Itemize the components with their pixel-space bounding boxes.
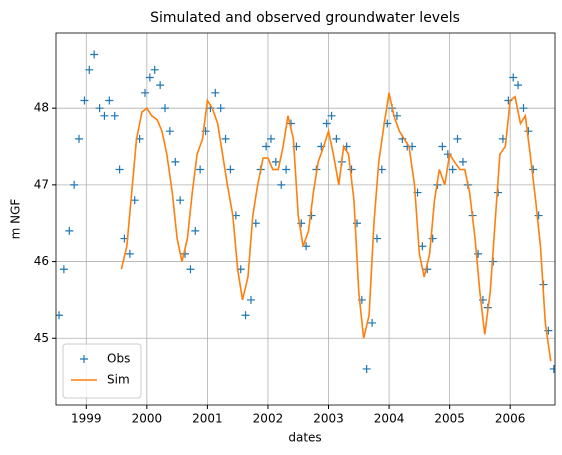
obs-marker bbox=[418, 242, 427, 251]
y-tick-label: 48 bbox=[34, 101, 49, 115]
obs-marker bbox=[171, 157, 180, 166]
x-tick-label: 2005 bbox=[434, 412, 465, 426]
x-tick-label: 2001 bbox=[192, 412, 223, 426]
obs-marker bbox=[266, 134, 275, 143]
obs-marker bbox=[226, 165, 235, 174]
obs-marker bbox=[95, 104, 104, 113]
obs-marker bbox=[438, 142, 447, 151]
obs-marker bbox=[156, 81, 165, 90]
y-tick-label: 46 bbox=[34, 254, 49, 268]
obs-marker bbox=[211, 88, 220, 97]
obs-marker bbox=[529, 165, 538, 174]
obs-marker bbox=[191, 226, 200, 235]
plot-area bbox=[56, 50, 555, 373]
obs-marker bbox=[514, 81, 523, 90]
x-tick-label: 2003 bbox=[313, 412, 344, 426]
obs-marker bbox=[145, 73, 154, 82]
obs-marker bbox=[277, 180, 286, 189]
obs-marker bbox=[115, 165, 124, 174]
obs-marker bbox=[519, 104, 528, 113]
x-axis-label: dates bbox=[288, 431, 321, 445]
obs-marker bbox=[186, 265, 195, 274]
obs-marker bbox=[474, 249, 483, 258]
obs-marker bbox=[428, 234, 437, 243]
obs-marker bbox=[221, 134, 230, 143]
x-tick-label: 2002 bbox=[253, 412, 284, 426]
obs-marker bbox=[368, 318, 377, 327]
y-tick-label: 47 bbox=[34, 177, 49, 191]
obs-marker bbox=[322, 119, 331, 128]
obs-marker bbox=[362, 364, 371, 373]
axes-frame bbox=[55, 32, 556, 406]
legend-marker bbox=[80, 355, 88, 363]
obs-marker bbox=[448, 165, 457, 174]
obs-marker bbox=[327, 111, 336, 120]
sim-line bbox=[120, 92, 552, 362]
obs-marker bbox=[216, 104, 225, 113]
obs-marker bbox=[271, 157, 280, 166]
obs-marker bbox=[251, 219, 260, 228]
obs-marker bbox=[453, 134, 462, 143]
obs-marker bbox=[59, 265, 68, 274]
obs-marker bbox=[534, 211, 543, 220]
y-tick-label: 45 bbox=[34, 331, 49, 345]
obs-marker bbox=[241, 311, 250, 320]
obs-marker bbox=[75, 134, 84, 143]
obs-marker bbox=[246, 295, 255, 304]
obs-marker bbox=[332, 134, 341, 143]
obs-marker bbox=[125, 249, 134, 258]
obs-marker bbox=[110, 111, 119, 120]
obs-marker bbox=[105, 96, 114, 105]
obs-marker bbox=[352, 219, 361, 228]
obs-marker bbox=[549, 364, 555, 373]
obs-marker bbox=[161, 104, 170, 113]
obs-marker bbox=[377, 165, 386, 174]
legend-box bbox=[62, 343, 142, 399]
obs-marker bbox=[347, 165, 356, 174]
obs-marker bbox=[65, 226, 74, 235]
obs-marker bbox=[80, 96, 89, 105]
obs-marker bbox=[100, 111, 109, 120]
obs-marker bbox=[176, 196, 185, 205]
obs-marker bbox=[262, 142, 271, 151]
obs-marker bbox=[70, 180, 79, 189]
x-tick-label: 2006 bbox=[495, 412, 526, 426]
obs-marker bbox=[297, 219, 306, 228]
legend-label: Obs bbox=[107, 352, 130, 366]
x-tick-label: 1999 bbox=[71, 412, 102, 426]
obs-marker bbox=[509, 73, 518, 82]
obs-marker bbox=[372, 234, 381, 243]
obs-marker bbox=[141, 88, 150, 97]
obs-marker bbox=[165, 127, 174, 136]
obs-marker bbox=[282, 165, 291, 174]
chart-title: Simulated and observed groundwater level… bbox=[150, 10, 460, 26]
obs-marker bbox=[130, 196, 139, 205]
legend-label: Sim bbox=[107, 373, 130, 387]
obs-marker bbox=[85, 65, 94, 74]
obs-marker bbox=[196, 165, 205, 174]
y-axis-label: m NGF bbox=[9, 199, 23, 240]
obs-marker bbox=[458, 157, 467, 166]
x-tick-label: 2000 bbox=[132, 412, 163, 426]
obs-marker bbox=[90, 50, 99, 59]
obs-marker bbox=[150, 65, 159, 74]
x-tick-label: 2004 bbox=[374, 412, 405, 426]
